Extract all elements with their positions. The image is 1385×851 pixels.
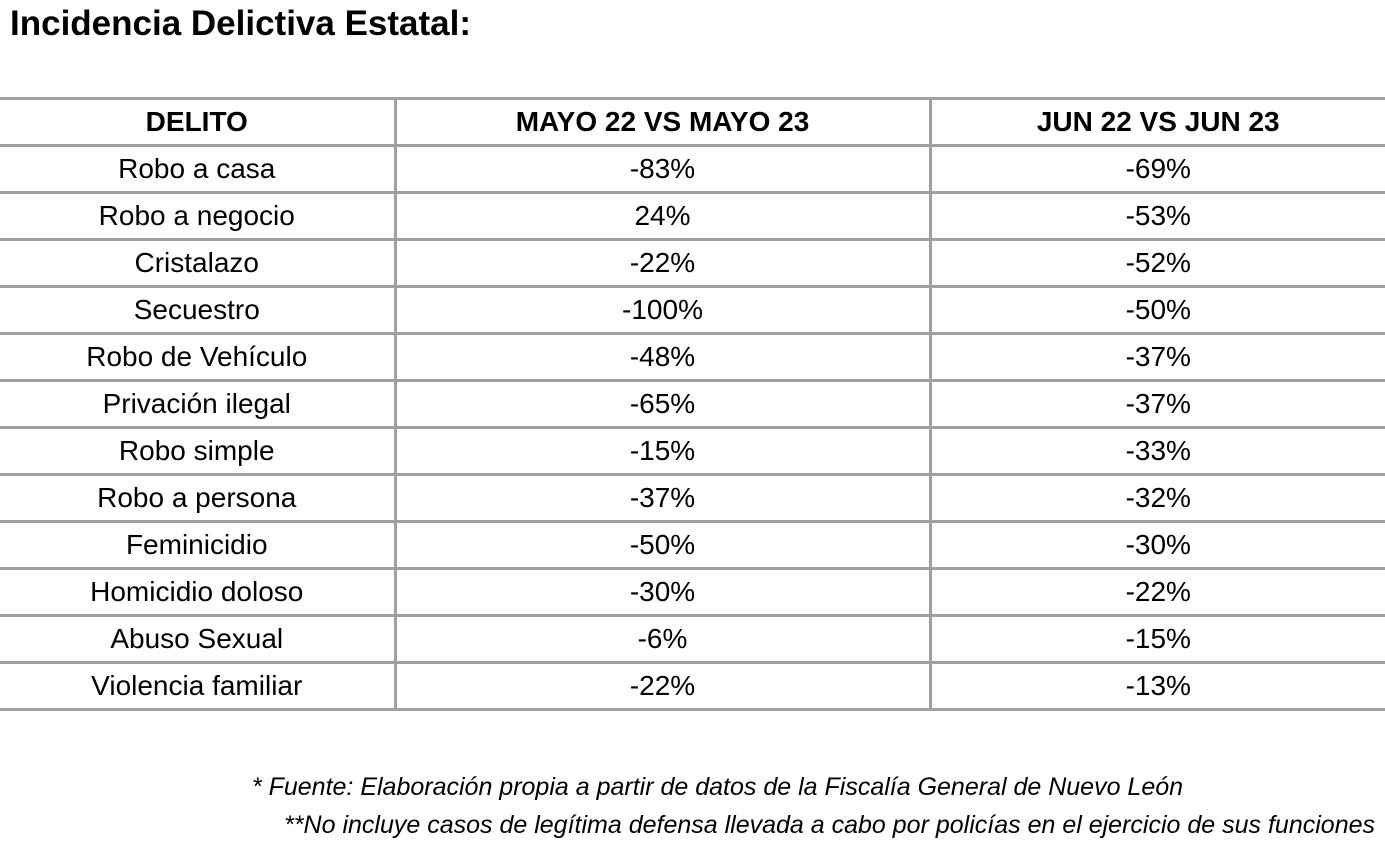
cell-junio: -53% <box>928 191 1385 241</box>
cell-junio: -22% <box>928 567 1385 617</box>
cell-delito: Robo a negocio <box>0 191 395 241</box>
table-row: Robo a negocio 24% -53% <box>0 191 1385 241</box>
cell-mayo: -37% <box>393 473 930 523</box>
cell-delito: Feminicidio <box>0 520 395 570</box>
header-junio: JUN 22 VS JUN 23 <box>928 97 1385 147</box>
header-mayo: MAYO 22 VS MAYO 23 <box>393 97 930 147</box>
cell-delito: Abuso Sexual <box>0 614 395 664</box>
cell-junio: -37% <box>928 379 1385 429</box>
cell-mayo: 24% <box>393 191 930 241</box>
footnote-exclusion: **No incluye casos de legítima defensa l… <box>284 811 1375 839</box>
cell-mayo: -30% <box>393 567 930 617</box>
cell-mayo: -100% <box>393 285 930 335</box>
cell-junio: -30% <box>928 520 1385 570</box>
footnote-source: * Fuente: Elaboración propia a partir de… <box>251 773 1184 801</box>
table-row: Privación ilegal -65% -37% <box>0 379 1385 429</box>
cell-junio: -32% <box>928 473 1385 523</box>
cell-mayo: -48% <box>393 332 930 382</box>
table-row: Homicidio doloso -30% -22% <box>0 567 1385 617</box>
table-row: Secuestro -100% -50% <box>0 285 1385 335</box>
page-title: Incidencia Delictiva Estatal: <box>10 4 472 43</box>
cell-delito: Homicidio doloso <box>0 567 395 617</box>
table-row: Cristalazo -22% -52% <box>0 238 1385 288</box>
cell-mayo: -50% <box>393 520 930 570</box>
cell-delito: Robo a persona <box>0 473 395 523</box>
cell-delito: Privación ilegal <box>0 379 395 429</box>
footnotes: * Fuente: Elaboración propia a partir de… <box>0 768 1385 844</box>
table-row: Robo a persona -37% -32% <box>0 473 1385 523</box>
cell-junio: -15% <box>928 614 1385 664</box>
crime-incidence-table: DELITO MAYO 22 VS MAYO 23 JUN 22 VS JUN … <box>0 97 1385 711</box>
table-row: Robo a casa -83% -69% <box>0 144 1385 194</box>
cell-delito: Robo de Vehículo <box>0 332 395 382</box>
table-row: Violencia familiar -22% -13% <box>0 661 1385 711</box>
cell-delito: Secuestro <box>0 285 395 335</box>
cell-delito: Violencia familiar <box>0 661 395 711</box>
cell-junio: -37% <box>928 332 1385 382</box>
cell-delito: Cristalazo <box>0 238 395 288</box>
cell-mayo: -6% <box>393 614 930 664</box>
table-header-row: DELITO MAYO 22 VS MAYO 23 JUN 22 VS JUN … <box>0 97 1385 147</box>
table-row: Robo de Vehículo -48% -37% <box>0 332 1385 382</box>
table-row: Feminicidio -50% -30% <box>0 520 1385 570</box>
cell-delito: Robo a casa <box>0 144 395 194</box>
cell-junio: -69% <box>928 144 1385 194</box>
cell-mayo: -15% <box>393 426 930 476</box>
cell-junio: -50% <box>928 285 1385 335</box>
cell-junio: -13% <box>928 661 1385 711</box>
table-row: Robo simple -15% -33% <box>0 426 1385 476</box>
table-row: Abuso Sexual -6% -15% <box>0 614 1385 664</box>
cell-mayo: -65% <box>393 379 930 429</box>
cell-junio: -52% <box>928 238 1385 288</box>
cell-mayo: -83% <box>393 144 930 194</box>
cell-mayo: -22% <box>393 661 930 711</box>
header-delito: DELITO <box>0 97 395 147</box>
cell-delito: Robo simple <box>0 426 395 476</box>
cell-mayo: -22% <box>393 238 930 288</box>
cell-junio: -33% <box>928 426 1385 476</box>
